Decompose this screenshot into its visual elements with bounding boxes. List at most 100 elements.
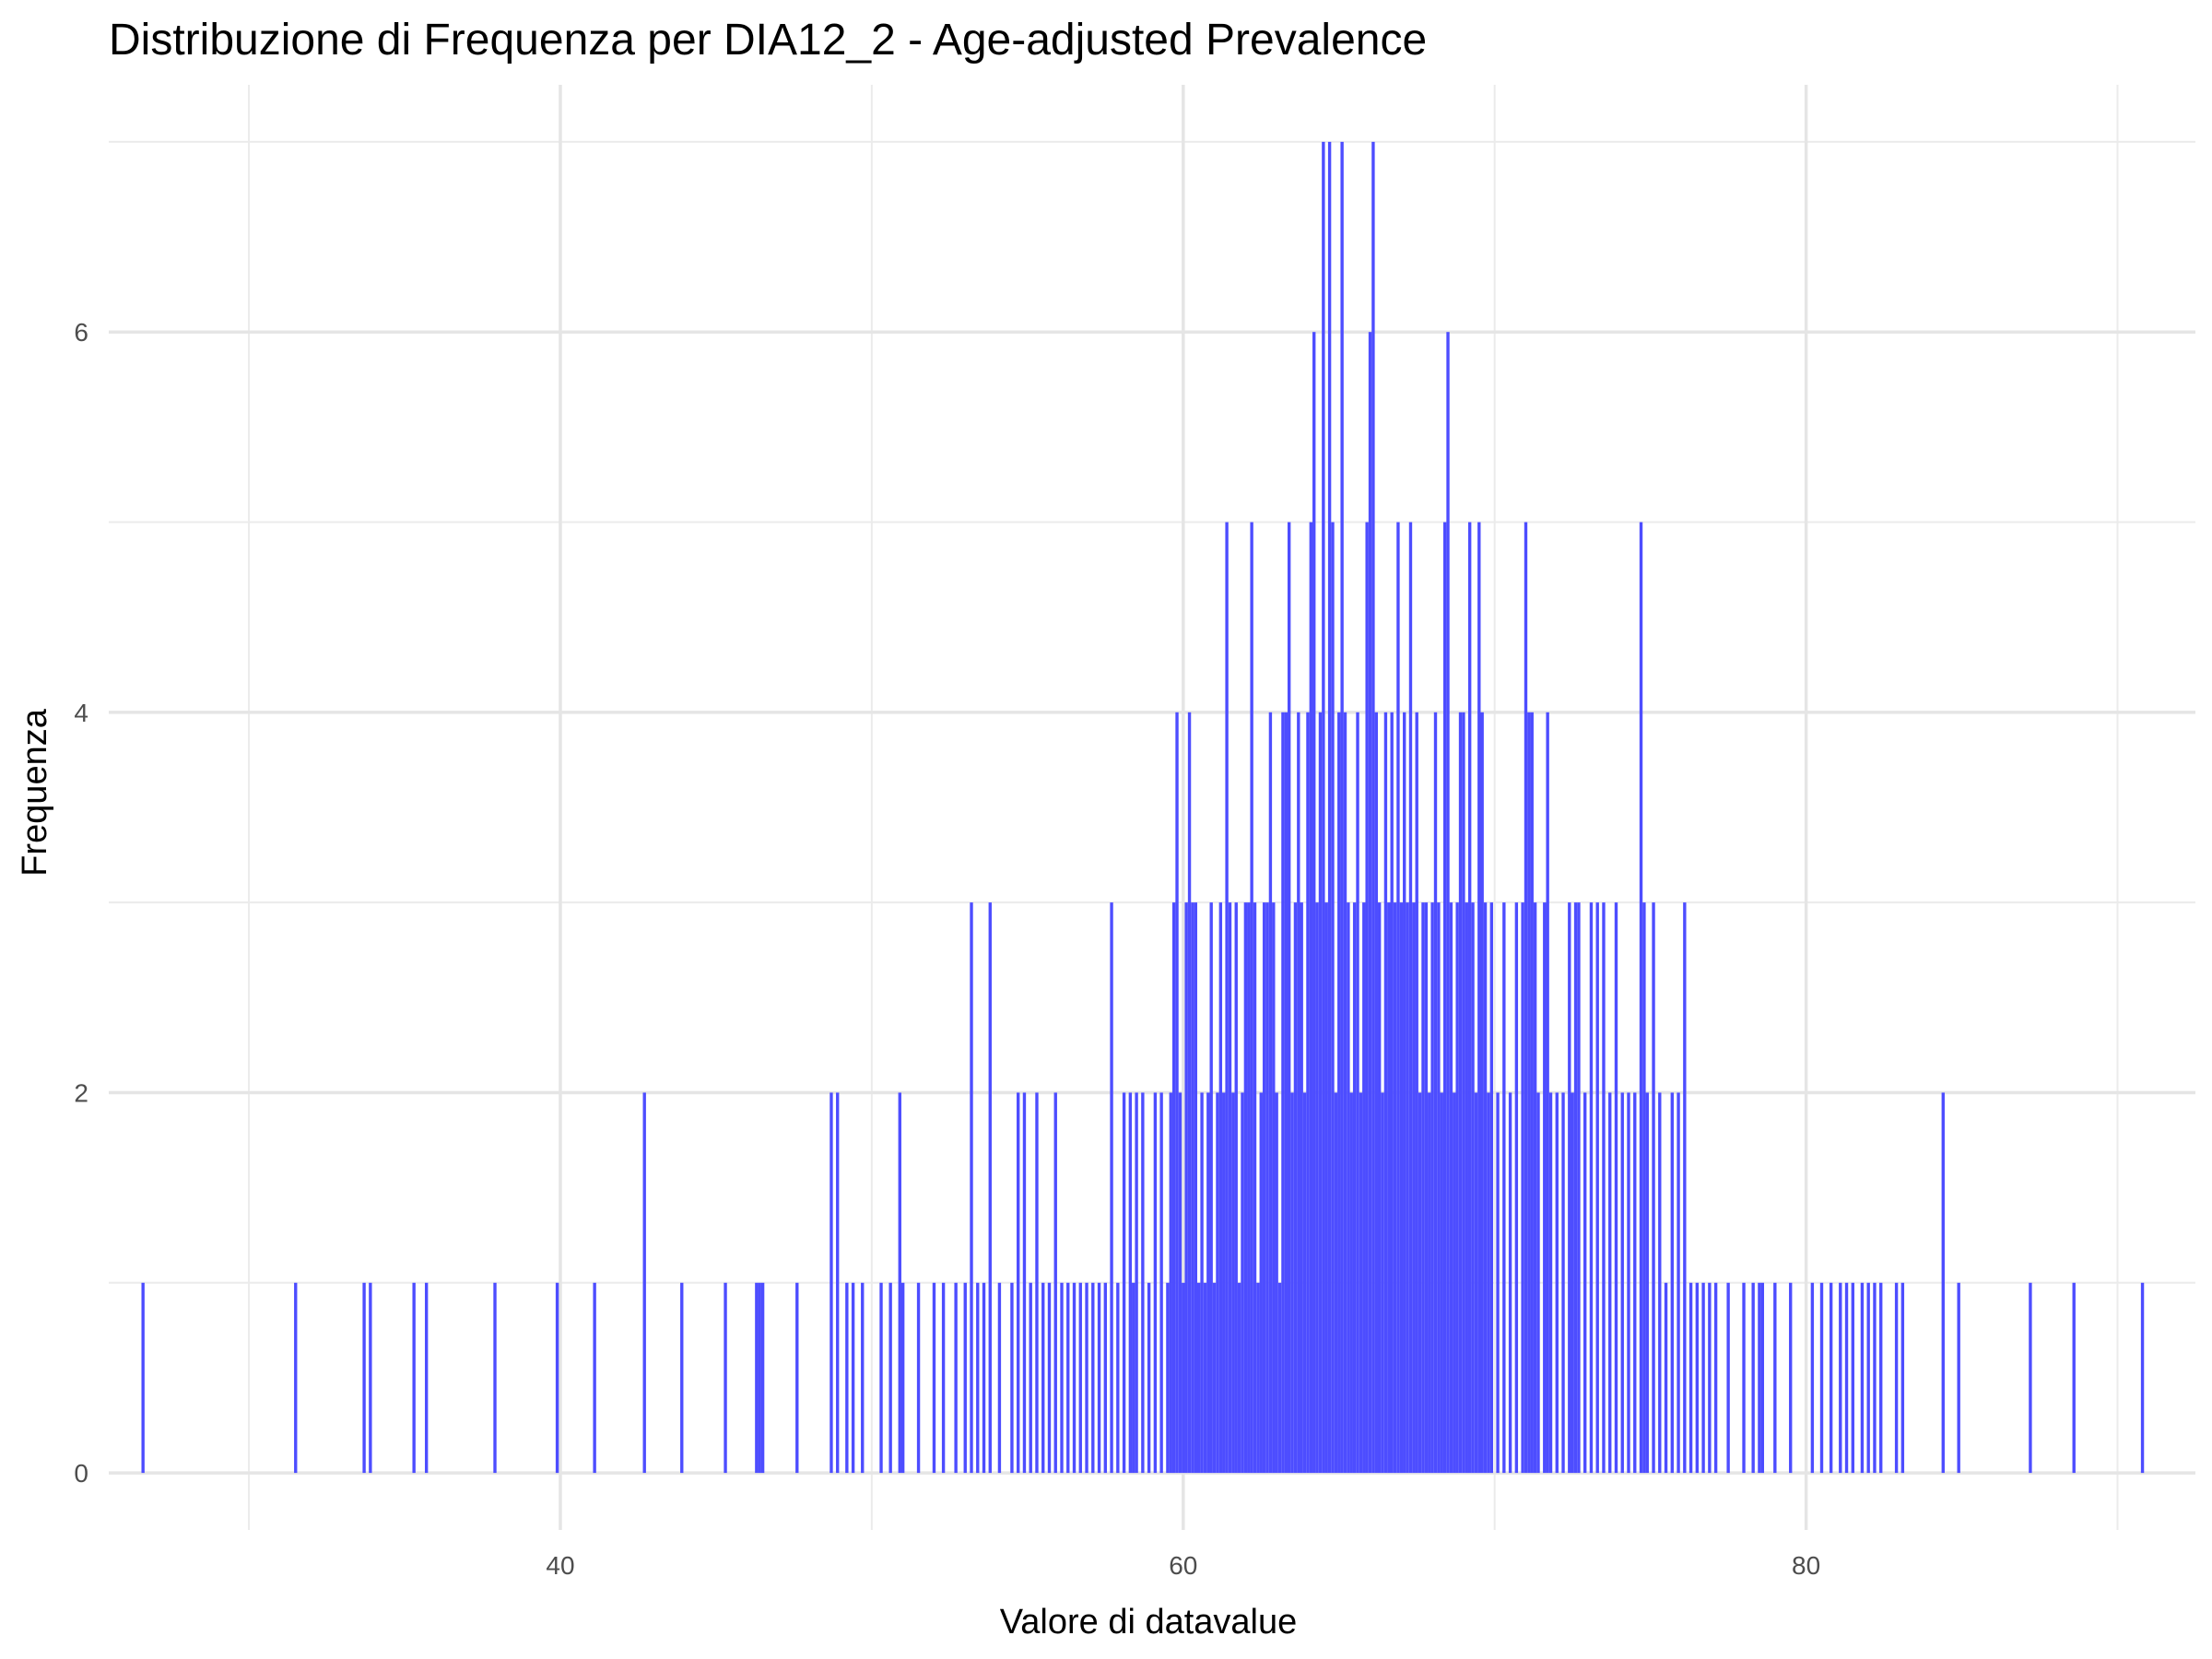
histogram-bar — [1670, 1092, 1674, 1474]
histogram-bar — [1688, 1282, 1693, 1474]
histogram-bar — [836, 1092, 840, 1474]
x-tick-label: 80 — [1792, 1551, 1820, 1580]
histogram-bar — [555, 1282, 559, 1474]
histogram-bar — [1789, 1282, 1793, 1474]
histogram-bar — [1262, 902, 1266, 1474]
histogram-bar — [932, 1282, 936, 1474]
histogram-bar — [1103, 1282, 1107, 1474]
histogram-bar — [1343, 712, 1347, 1474]
histogram-bar — [879, 1282, 883, 1474]
histogram-bar — [1216, 1092, 1219, 1474]
histogram-bar — [1652, 902, 1655, 1474]
histogram-bar — [1132, 1282, 1135, 1474]
histogram-bar — [1228, 902, 1232, 1474]
histogram-bar — [1760, 1282, 1764, 1474]
histogram-bar — [1041, 1282, 1045, 1474]
histogram-bar — [1873, 1282, 1877, 1474]
histogram-bar — [1182, 1282, 1185, 1474]
histogram-bar — [1169, 1092, 1172, 1474]
histogram-bar — [1561, 1092, 1565, 1474]
histogram-bar — [760, 1282, 765, 1474]
histogram-bar — [1957, 1282, 1960, 1474]
histogram-bar — [845, 1282, 849, 1474]
histogram-bar — [1284, 712, 1288, 1474]
histogram-bar — [1191, 902, 1194, 1474]
y-tick-label: 2 — [74, 1078, 88, 1107]
histogram-bar — [1287, 522, 1291, 1474]
histogram-bar — [1352, 902, 1357, 1474]
histogram-bar — [493, 1282, 497, 1474]
histogram-bar — [1524, 522, 1528, 1474]
histogram-bar — [1829, 1282, 1833, 1474]
histogram-bar — [1141, 1092, 1145, 1474]
histogram-bar — [1645, 1092, 1649, 1474]
histogram-bar — [1010, 1282, 1014, 1474]
histogram-bar — [1465, 902, 1468, 1474]
histogram-bar — [1153, 1092, 1158, 1474]
histogram-bar — [1159, 1092, 1163, 1474]
histogram-bar — [1187, 712, 1192, 1474]
histogram-bar — [1555, 1092, 1559, 1474]
x-tick-label: 60 — [1169, 1551, 1197, 1580]
histogram-bar — [1446, 332, 1450, 1474]
histogram-bar — [1708, 1282, 1712, 1474]
histogram-bar — [1322, 141, 1325, 1474]
histogram-bar — [1237, 1282, 1241, 1474]
histogram-bar — [888, 1282, 892, 1474]
histogram-bar — [1265, 902, 1269, 1474]
histogram-bar — [1530, 712, 1534, 1474]
histogram-bar — [1340, 141, 1344, 1474]
histogram-bar — [1406, 902, 1409, 1474]
histogram-bar — [1290, 1092, 1294, 1474]
histogram-bar — [1203, 1282, 1207, 1474]
histogram-bar — [1664, 1282, 1668, 1474]
histogram-bar — [830, 1092, 833, 1474]
histogram-bar — [1122, 1092, 1126, 1474]
histogram-bar — [1602, 902, 1606, 1474]
histogram-bar — [755, 1282, 759, 1474]
histogram-bar — [1573, 902, 1578, 1474]
histogram-bar — [1128, 1092, 1133, 1474]
histogram-bar — [1374, 712, 1378, 1474]
histogram-bar — [976, 1282, 980, 1474]
histogram-bar — [1359, 1092, 1363, 1474]
histogram-bar — [1894, 1282, 1899, 1474]
histogram-bar — [1383, 712, 1388, 1474]
histogram-bar — [1508, 1092, 1512, 1474]
histogram-bar — [1209, 902, 1213, 1474]
histogram-bar — [1300, 902, 1303, 1474]
histogram-bar — [997, 1282, 1002, 1474]
histogram-bar — [1458, 712, 1463, 1474]
histogram-bar — [1595, 902, 1599, 1474]
histogram-bar — [1408, 522, 1413, 1474]
histogram-bar — [1241, 1092, 1244, 1474]
histogram-bar — [1620, 1092, 1624, 1474]
histogram-bar — [1309, 522, 1313, 1474]
histogram-bar — [1514, 902, 1519, 1474]
histogram-bar — [680, 1282, 684, 1474]
histogram-bar — [861, 1282, 865, 1474]
y-tick-label: 4 — [74, 699, 88, 727]
histogram-bar — [1773, 1282, 1777, 1474]
histogram-bar — [1442, 522, 1447, 1474]
histogram-bar — [1017, 1092, 1020, 1474]
histogram-bar — [1571, 1092, 1574, 1474]
histogram-bar — [1312, 332, 1316, 1474]
histogram-bar — [1060, 1282, 1064, 1474]
histogram-bar — [1053, 1092, 1057, 1474]
histogram-bar — [1277, 1282, 1282, 1474]
histogram-bar — [1327, 141, 1332, 1474]
histogram-bar — [1110, 902, 1113, 1474]
histogram-bar — [1860, 1282, 1865, 1474]
histogram-bar — [1066, 1282, 1070, 1474]
histogram-bar — [1396, 522, 1400, 1474]
histogram-bar — [982, 1282, 986, 1474]
histogram-bar — [1633, 1092, 1637, 1474]
histogram-bar — [1548, 1092, 1553, 1474]
histogram-bar — [1184, 902, 1188, 1474]
histogram-bar — [1171, 902, 1176, 1474]
histogram-bar — [1091, 1282, 1095, 1474]
histogram-bar — [1097, 1282, 1101, 1474]
histogram-bar — [1433, 712, 1438, 1474]
y-axis-label: Frequenza — [16, 708, 54, 877]
